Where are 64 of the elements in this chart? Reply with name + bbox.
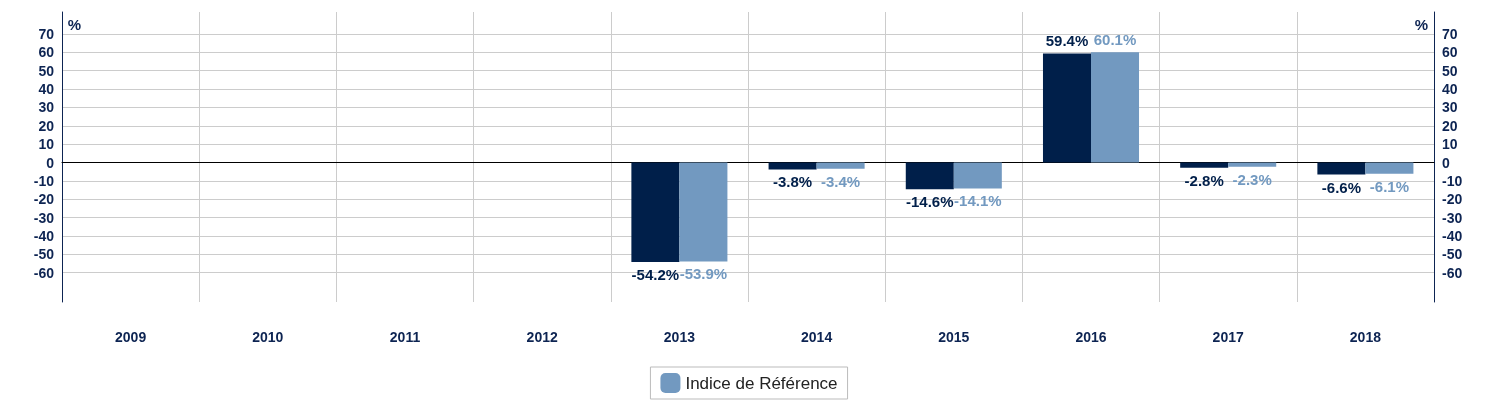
y-axis-title: % [67,16,82,33]
y-tick-label: 20 [38,117,55,134]
x-tick-label: 2018 [1349,329,1382,345]
y2-tick-label: 30 [1442,99,1458,116]
bar [1228,162,1277,167]
y-tick-label: -20 [33,191,55,208]
x-tick-label: 2011 [389,329,421,345]
y2-axis-title: % [1414,16,1429,33]
bar [1042,53,1091,163]
y-tick-label: 60 [38,44,55,61]
bar [1180,162,1229,168]
data-label: -3.4% [821,172,861,190]
y-tick-label: 0 [46,154,55,171]
x-tick-label: 2012 [526,329,558,345]
bar [1365,162,1414,174]
y2-tick-label: 20 [1442,117,1458,134]
x-tick-label: 2017 [1212,329,1244,345]
y2-tick-label: 70 [1442,26,1458,43]
x-tick-label: 2014 [801,329,833,345]
y-tick-label: 30 [38,99,55,116]
y2-tick-label: 0 [1442,154,1450,171]
y-tick-label: -30 [33,209,55,226]
data-label: -54.2% [631,265,680,283]
x-tick-label: 2016 [1075,329,1107,345]
y2-tick-label: 60 [1442,44,1458,61]
y2-tick-label: 10 [1442,136,1458,153]
y2-tick-label: -50 [1442,246,1463,263]
x-tick-label: 2010 [252,329,284,345]
data-label: -2.8% [1184,171,1224,189]
data-label: -6.6% [1321,178,1361,196]
bar [1091,52,1140,163]
y-tick-label: 40 [38,81,55,98]
y-tick-label: 50 [38,62,55,79]
y-tick-label: -10 [33,172,55,189]
data-label: -2.3% [1232,170,1272,188]
y2-tick-label: 40 [1442,81,1458,98]
data-label: -3.8% [773,173,813,191]
data-label: 59.4% [1045,32,1089,50]
y2-tick-label: -60 [1442,264,1463,281]
y-tick-label: 70 [38,26,55,43]
bar [953,162,1002,189]
y-tick-label: -40 [33,227,55,244]
y-tick-label: -50 [33,246,55,263]
data-label: -6.1% [1369,177,1409,195]
x-tick-label: 2009 [115,329,147,345]
bar [905,162,954,190]
y2-tick-label: -20 [1442,191,1463,208]
x-tick-label: 2013 [663,329,696,345]
x-tick-label: 2015 [938,329,970,345]
data-label: -53.9% [679,265,728,283]
bar [631,162,680,262]
y2-tick-label: 50 [1442,62,1458,79]
data-label: -14.6% [906,193,954,211]
y-tick-label: -60 [33,264,55,281]
y-tick-label: 10 [38,136,55,153]
y2-tick-label: -10 [1442,172,1463,189]
bar [816,162,865,169]
y2-tick-label: -40 [1442,227,1463,244]
data-label: 60.1% [1093,31,1137,49]
data-label: -14.1% [954,192,1002,210]
legend-label: Indice de Référence [685,373,838,393]
bar [679,162,728,262]
y2-tick-label: -30 [1442,209,1463,226]
bar [1317,162,1366,175]
